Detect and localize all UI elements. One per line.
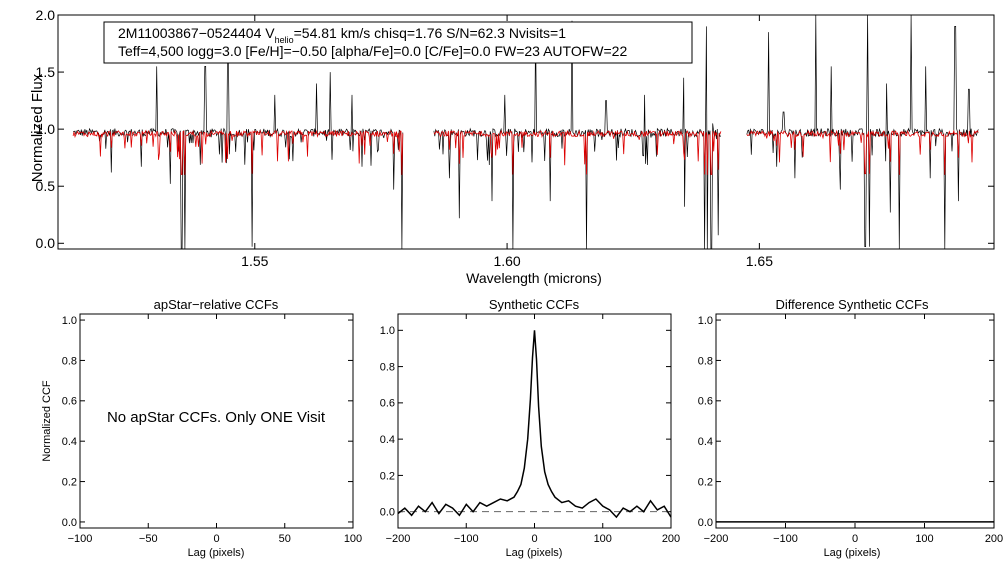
x-tick-label: −100 — [68, 533, 93, 545]
synthetic-ccf-line — [397, 330, 672, 519]
apstar-ccf-panel: −100 −50 0 50 100 0.0 0.2 0.4 0.6 0.8 1.0 apStar−r… — [41, 297, 362, 559]
y-tick-label: 0.2 — [698, 476, 713, 488]
synthetic-ccf-frame — [397, 313, 672, 529]
difference-ccf-xlabel: Lag (pixels) — [824, 547, 881, 559]
synthetic-spectrum-line — [746, 129, 979, 175]
synthetic-ccf-title: Synthetic CCFs — [489, 297, 580, 312]
difference-ccf-panel: −200 −100 0 100 200 0.0 0.2 0.4 0.6 0.8 1.0 Differ… — [698, 297, 1003, 559]
observed-spectrum-line — [746, 14, 979, 250]
x-tick-label: 0 — [531, 533, 537, 545]
synthetic-spectrum-line — [72, 129, 404, 175]
apstar-ccf-xlabel: Lag (pixels) — [188, 547, 245, 559]
y-tick-label: 0.8 — [380, 361, 395, 373]
y-tick-label: 1.0 — [62, 315, 77, 327]
y-tick-label: 0.8 — [62, 355, 77, 367]
spectrum-info-box — [103, 21, 693, 64]
apstar-ccf-annotation: No apStar CCFs. Only ONE Visit — [107, 409, 326, 426]
difference-ccf-title: Difference Synthetic CCFs — [776, 297, 929, 312]
y-tick-label: 0.4 — [380, 434, 395, 446]
y-tick-label: 1.0 — [380, 325, 395, 337]
difference-ccf-frame — [715, 313, 995, 529]
synthetic-spectrum-line — [433, 129, 722, 175]
spectrum-xlabel: Wavelength (microns) — [466, 270, 602, 286]
y-tick-label: 0.6 — [62, 396, 77, 408]
y-tick-label: 1.5 — [36, 64, 56, 80]
x-tick-label: 200 — [662, 533, 680, 545]
y-tick-label: 0.6 — [380, 398, 395, 410]
y-tick-label: 0.5 — [36, 178, 56, 194]
spectrum-title-line1: 2M11003867−0524404 Vhelio=54.81 km/s chi… — [118, 25, 566, 45]
x-tick-label: −100 — [454, 533, 479, 545]
synthetic-ccf-xlabel: Lag (pixels) — [506, 547, 563, 559]
y-tick-label: 0.4 — [62, 436, 77, 448]
y-tick-label: 0.0 — [36, 235, 56, 251]
x-tick-label: 0 — [852, 533, 858, 545]
y-tick-label: 0.6 — [698, 396, 713, 408]
spectrum-panel: 1.55 1.60 1.65 0.0 0.5 1.0 1.5 2.0 2M11003867−0… — [29, 7, 995, 286]
x-tick-label: 1.55 — [241, 253, 268, 269]
y-tick-label: 0.0 — [698, 517, 713, 529]
x-tick-label: 200 — [985, 533, 1003, 545]
spectrum-ylabel: Normalized Flux — [29, 73, 46, 182]
x-tick-label: 100 — [344, 533, 362, 545]
x-tick-label: 1.65 — [746, 253, 773, 269]
x-tick-label: 100 — [594, 533, 612, 545]
spectrum-plot-frame — [57, 14, 995, 250]
y-tick-label: 1.0 — [698, 315, 713, 327]
y-tick-label: 0.2 — [380, 470, 395, 482]
y-tick-label: 0.2 — [62, 476, 77, 488]
observed-spectrum-line — [73, 54, 404, 250]
x-tick-label: 1.60 — [493, 253, 520, 269]
apstar-ccf-ylabel: Normalized CCF — [41, 380, 53, 462]
x-tick-label: −100 — [773, 533, 798, 545]
y-tick-label: 0.0 — [380, 507, 395, 519]
spectrum-title-line2: Teff=4,500 logg=3.0 [Fe/H]=−0.50 [alpha/… — [118, 43, 627, 59]
x-tick-label: −200 — [704, 533, 729, 545]
x-tick-label: −200 — [386, 533, 411, 545]
synthetic-ccf-panel: −200 −100 0 100 200 0.0 0.2 0.4 0.6 0.8 1.0 Synthe… — [380, 297, 680, 559]
y-tick-label: 0.0 — [62, 517, 77, 529]
y-tick-label: 0.8 — [698, 355, 713, 367]
x-tick-label: 100 — [915, 533, 933, 545]
x-tick-label: 0 — [213, 533, 219, 545]
y-tick-label: 0.4 — [698, 436, 713, 448]
x-tick-label: −50 — [139, 533, 158, 545]
x-tick-label: 50 — [279, 533, 291, 545]
apstar-ccf-title: apStar−relative CCFs — [154, 297, 279, 312]
y-tick-label: 2.0 — [36, 7, 56, 23]
y-tick-label: 1.0 — [36, 121, 56, 137]
